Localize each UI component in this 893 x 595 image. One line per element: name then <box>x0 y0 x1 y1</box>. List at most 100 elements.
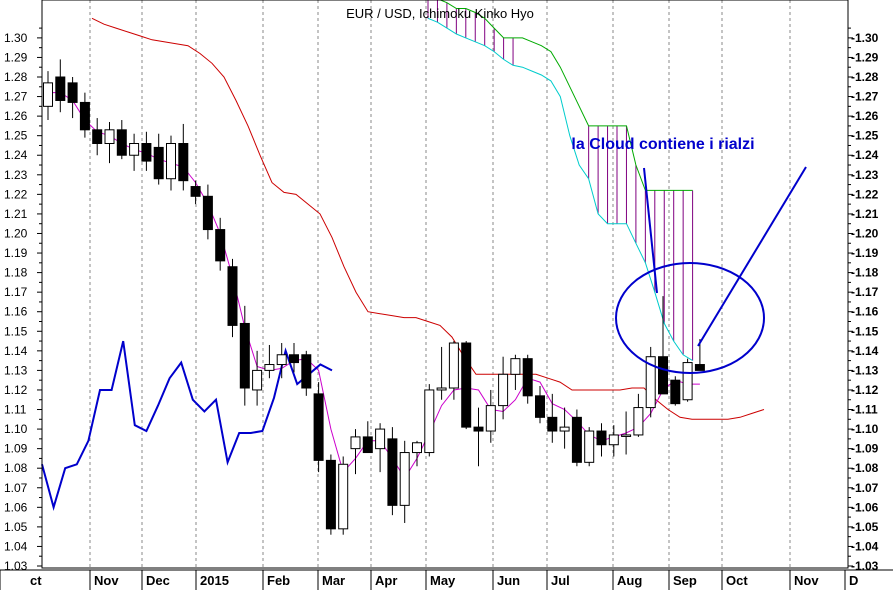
candle <box>350 429 361 475</box>
plot-frame <box>41 0 849 569</box>
y-tick-label-left: 1.08 <box>4 461 28 475</box>
candle-body <box>375 428 386 450</box>
x-tick-label: May <box>430 573 456 588</box>
candle-body <box>215 229 226 262</box>
y-tick-label-right: -1.12 <box>851 383 879 397</box>
candle <box>178 123 189 191</box>
y-tick-label-right: -1.21 <box>851 207 879 221</box>
candle-body <box>301 354 312 389</box>
candle <box>485 389 496 443</box>
y-tick-label-left: 1.20 <box>4 226 28 240</box>
candle-body <box>498 373 509 407</box>
candle <box>535 386 545 424</box>
candle <box>276 343 287 379</box>
candle-body <box>535 395 545 418</box>
candle-body <box>412 442 422 454</box>
chart-title: EUR / USD, Ichimoku Kinko Hyo <box>346 6 534 21</box>
candle <box>338 456 349 535</box>
y-tick-label-left: 1.28 <box>4 70 28 84</box>
x-tick-label: Apr <box>375 573 397 588</box>
candle-body <box>621 434 632 437</box>
y-tick-label-right: -1.19 <box>851 246 879 260</box>
candle-body <box>399 452 410 506</box>
candle <box>448 341 459 400</box>
candle-body <box>436 387 447 391</box>
x-tick-label: Jun <box>497 573 520 588</box>
candle <box>682 358 693 402</box>
candle <box>498 356 509 420</box>
y-tick-label-right: -1.26 <box>851 109 879 123</box>
cloud <box>427 0 694 361</box>
candle-body <box>67 82 78 103</box>
candle <box>202 184 213 240</box>
candle <box>55 59 66 113</box>
annotation-arrow-line <box>697 166 807 347</box>
senkou-span-b <box>439 0 693 191</box>
y-tick-label-right: -1.14 <box>851 344 879 358</box>
y-tick-label-left: 1.04 <box>4 539 28 553</box>
candle <box>424 384 435 457</box>
candle-body <box>289 354 299 364</box>
candle <box>67 77 78 119</box>
y-tick-label-right: -1.20 <box>851 226 879 240</box>
candle <box>473 407 484 467</box>
y-tick-label-right: -1.06 <box>851 500 879 514</box>
candle <box>387 427 398 516</box>
candle <box>510 354 521 390</box>
candle <box>362 421 373 454</box>
y-tick-label-left: 1.16 <box>4 305 28 319</box>
annotations <box>615 166 807 374</box>
candle-body <box>190 186 201 197</box>
candle-body <box>153 146 164 180</box>
candle-body <box>670 379 681 405</box>
x-tick-label: 2015 <box>200 573 229 588</box>
candle-body <box>559 426 570 432</box>
candle-body <box>178 143 189 182</box>
candle <box>301 350 312 396</box>
y-tick-label-left: 1.26 <box>4 109 28 123</box>
candle <box>633 393 644 437</box>
candle <box>92 118 103 156</box>
candle <box>584 427 595 467</box>
y-tick-label-right: -1.16 <box>851 305 879 319</box>
x-tick-label: Sep <box>673 573 697 588</box>
candle <box>141 131 152 171</box>
candle-body <box>129 143 140 156</box>
candle <box>571 409 582 467</box>
candle-body <box>596 430 607 446</box>
y-tick-label-left: 1.29 <box>4 50 28 64</box>
candle-body <box>424 389 435 454</box>
candle-body <box>547 416 558 432</box>
y-tick-label-right: -1.09 <box>851 442 879 456</box>
candle-body <box>79 101 90 131</box>
candle <box>43 71 53 121</box>
candle-body <box>239 322 250 389</box>
candle-body <box>584 430 595 463</box>
y-tick-label-right: -1.23 <box>851 168 879 182</box>
candle <box>227 258 238 338</box>
y-tick-label-left: 1.25 <box>4 129 28 143</box>
x-tick-label: D <box>849 573 858 588</box>
annotation-pointer-line <box>643 167 658 294</box>
candle <box>608 425 619 457</box>
candle-body <box>608 434 619 446</box>
y-tick-label-left: 1.19 <box>4 246 28 260</box>
y-tick-label-right: -1.15 <box>851 324 879 338</box>
candle-body <box>387 438 398 506</box>
candle-body <box>448 342 459 389</box>
x-tick-label: Feb <box>267 573 290 588</box>
x-tick-label: ct <box>30 573 42 588</box>
candle <box>252 350 263 406</box>
y-tick-label-left: 1.27 <box>4 90 28 104</box>
y-tick-label-right: -1.08 <box>851 461 879 475</box>
y-tick-label-right: -1.13 <box>851 363 879 377</box>
candle <box>547 393 558 443</box>
grid-lines <box>89 0 791 568</box>
candle <box>190 180 201 205</box>
candle-body <box>645 356 656 409</box>
candle-body <box>522 358 533 397</box>
candle <box>670 376 681 406</box>
candle-body <box>473 426 484 432</box>
candle <box>399 440 410 523</box>
